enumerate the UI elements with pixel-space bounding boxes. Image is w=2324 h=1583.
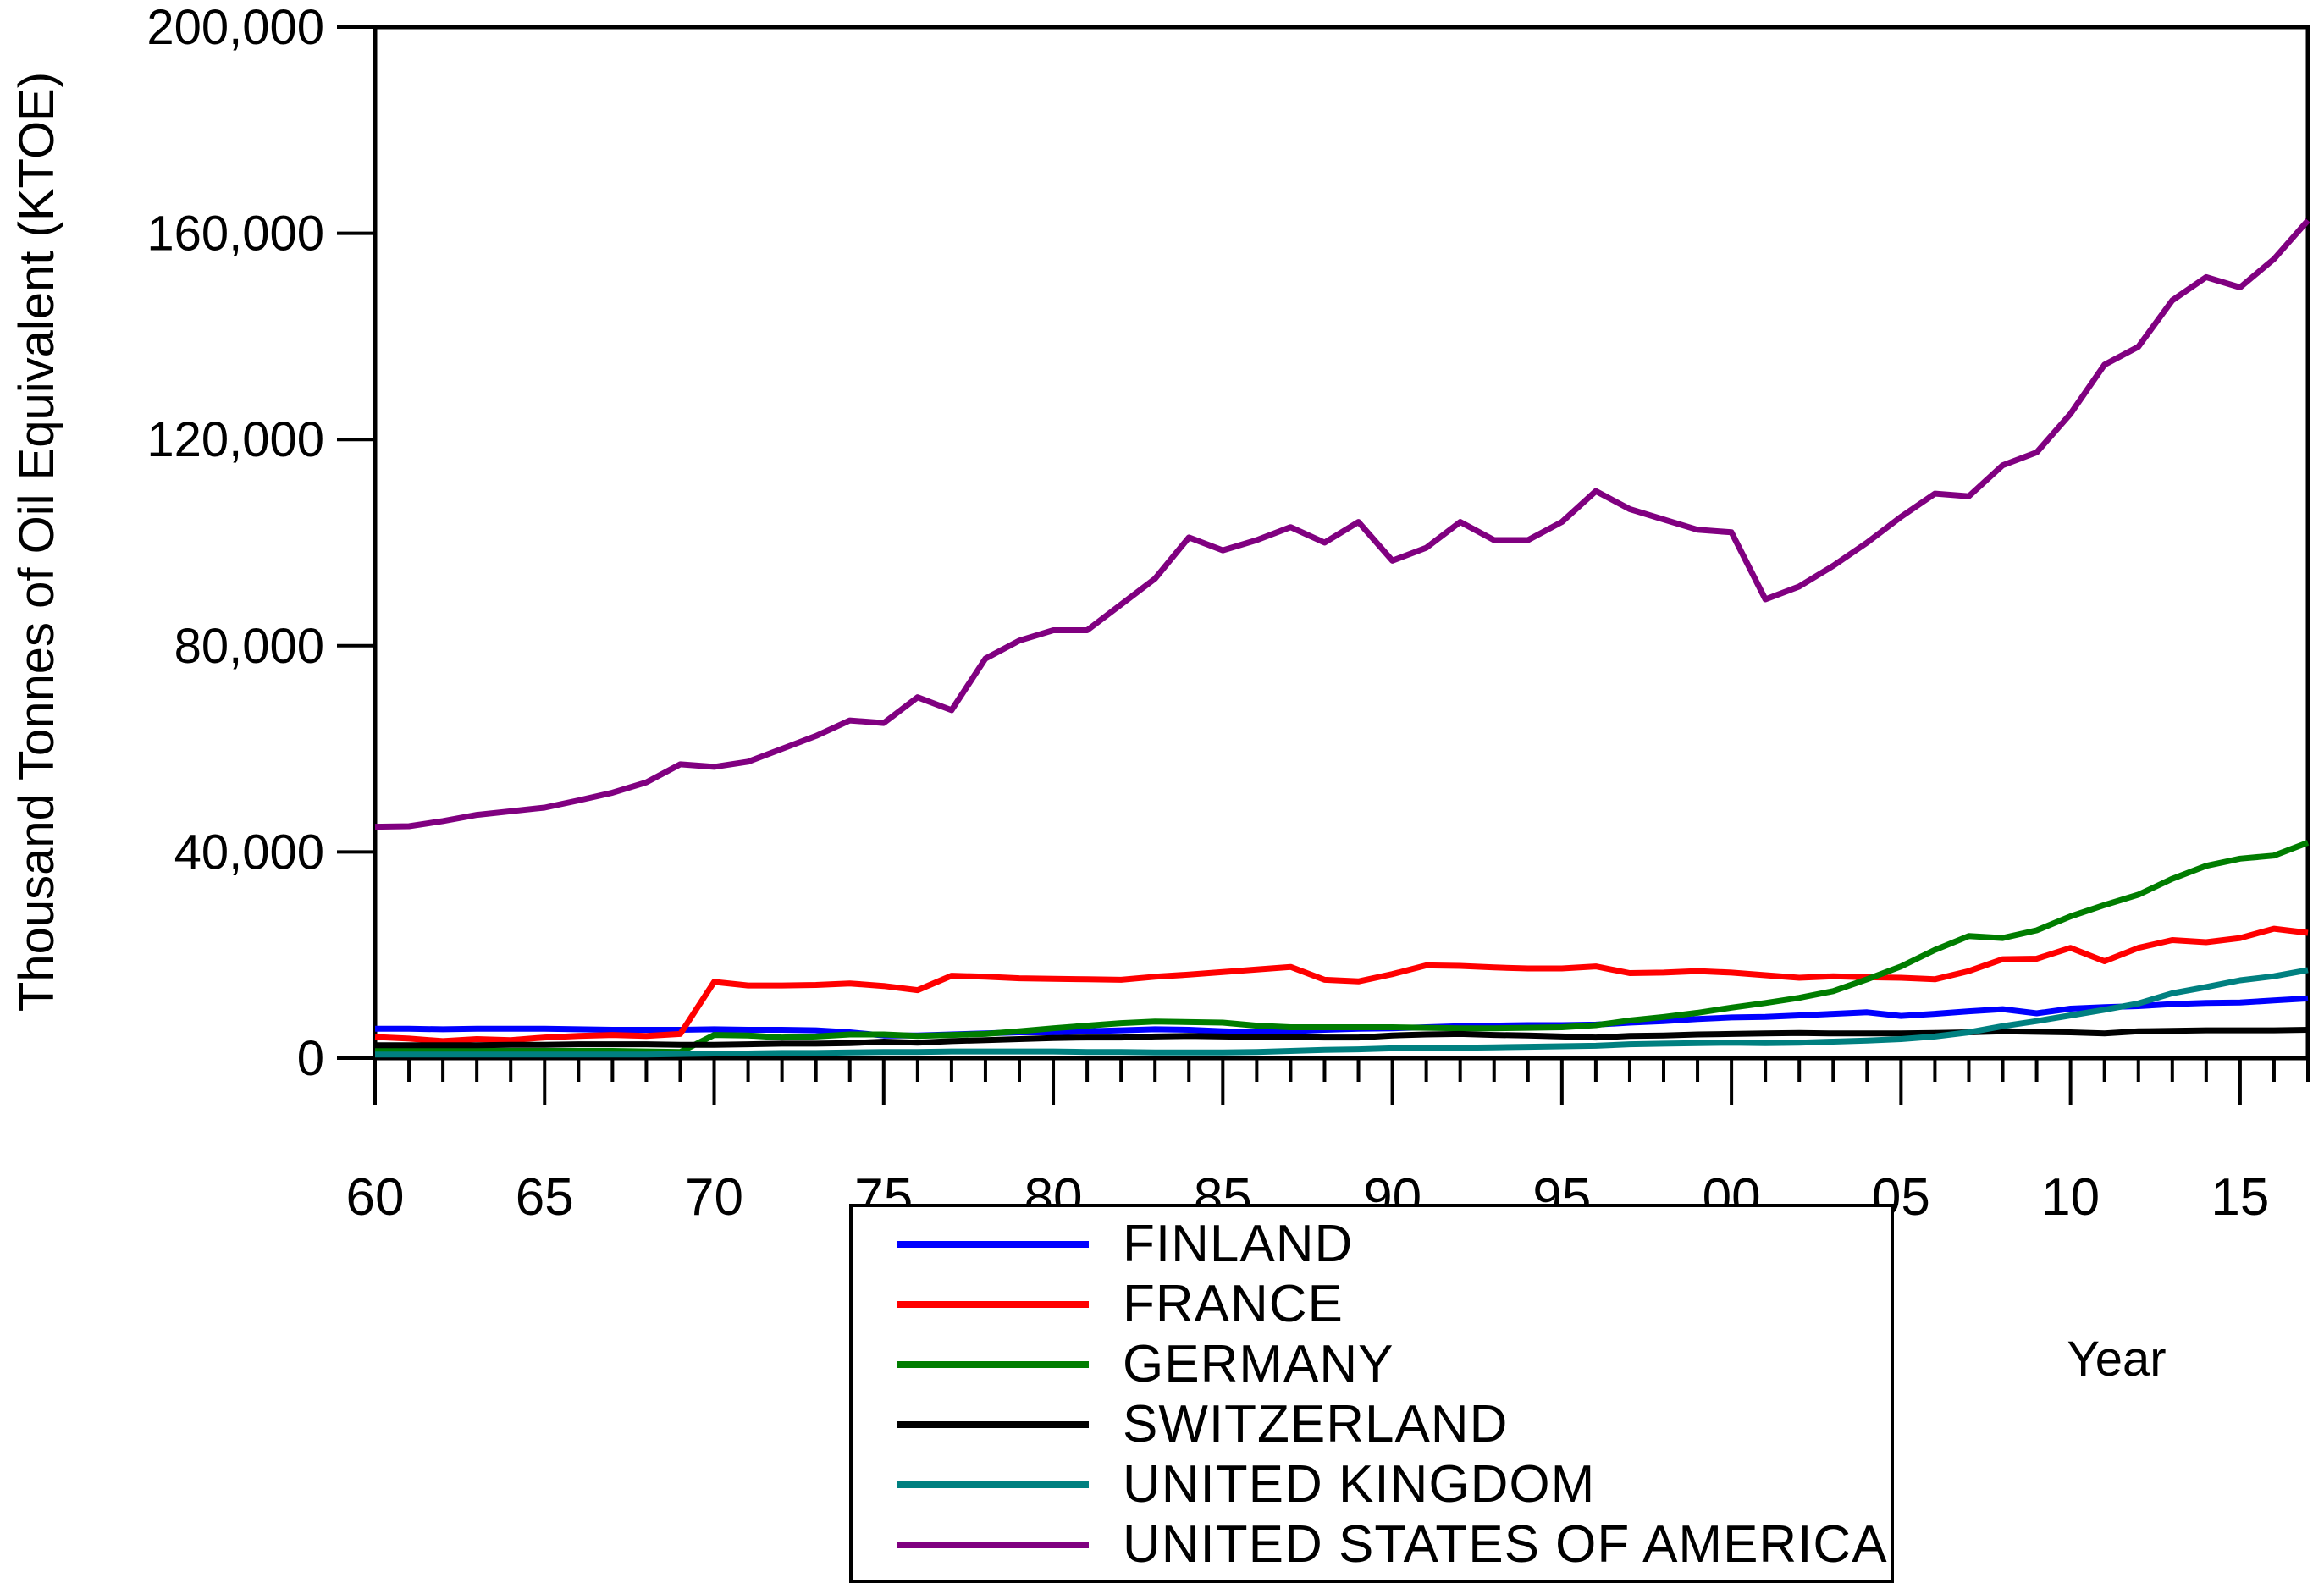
legend-label: GERMANY — [1123, 1335, 1394, 1393]
legend-line-sample — [897, 1420, 1089, 1428]
y-axis-tick-label: 120,000 — [146, 412, 324, 467]
plot-frame — [373, 25, 2310, 1061]
y-axis-tick-label: 160,000 — [146, 207, 324, 262]
legend-label: SWITZERLAND — [1123, 1395, 1509, 1453]
x-axis-tick-label: 60 — [346, 1168, 405, 1227]
legend-line-sample — [897, 1481, 1089, 1488]
series-line-united-kingdom — [375, 967, 2309, 1058]
legend-item: SWITZERLAND — [853, 1394, 1891, 1454]
legend-item: UNITED KINGDOM — [853, 1454, 1891, 1514]
series-line-united-states-of-america — [374, 218, 2310, 830]
legend-item: FINLAND — [853, 1214, 1891, 1274]
x-axis-title: Year — [2067, 1332, 2167, 1387]
y-axis-tick-label: 0 — [297, 1031, 324, 1086]
legend-line-sample — [897, 1360, 1089, 1368]
legend-line-sample — [897, 1240, 1089, 1248]
legend-label: FRANCE — [1123, 1275, 1344, 1333]
x-axis-tick-label: 15 — [2211, 1168, 2269, 1227]
legend-line-sample — [897, 1541, 1089, 1548]
series-line-germany — [375, 840, 2310, 1056]
legend-item: UNITED STATES OF AMERICA — [853, 1514, 1891, 1575]
legend-item: FRANCE — [853, 1274, 1891, 1334]
y-axis-tick-label: 200,000 — [146, 0, 324, 55]
x-axis-tick-label: 65 — [516, 1168, 574, 1227]
legend-label: FINLAND — [1123, 1215, 1354, 1273]
y-axis-tick-label: 80,000 — [174, 619, 324, 674]
y-axis-title: Thousand Tonnes of Oil Equivalent (KTOE) — [9, 71, 64, 1012]
legend-line-sample — [897, 1300, 1089, 1308]
series-line-france — [374, 925, 2309, 1045]
legend-item: GERMANY — [853, 1334, 1891, 1394]
legend-label: UNITED STATES OF AMERICA — [1123, 1515, 1888, 1574]
legend-box: FINLAND FRANCE GERMANY SWITZERLAND UNITED KI… — [849, 1204, 1894, 1583]
legend-label: UNITED KINGDOM — [1123, 1455, 1596, 1514]
y-axis-tick-label: 40,000 — [174, 825, 324, 880]
x-axis-tick-label: 70 — [685, 1168, 743, 1227]
x-axis-tick-label: 10 — [2041, 1168, 2100, 1227]
